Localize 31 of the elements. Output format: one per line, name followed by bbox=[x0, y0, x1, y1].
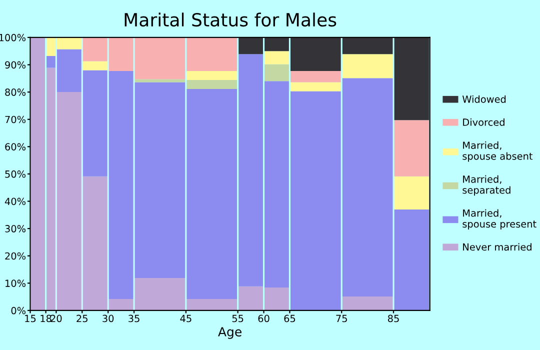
y-tick-label: 50% bbox=[5, 170, 26, 178]
legend-label: Married, separated bbox=[462, 175, 510, 196]
x-tick-label: 35 bbox=[128, 314, 140, 322]
x-tick-label: 60 bbox=[258, 314, 270, 322]
y-tick-label: 70% bbox=[5, 116, 26, 124]
legend-label: Divorced bbox=[463, 118, 504, 126]
x-tick-label: 25 bbox=[76, 314, 88, 322]
legend-label: Married, spouse absent bbox=[462, 141, 533, 162]
y-tick-label: 90% bbox=[5, 61, 26, 69]
x-axis-title: Age bbox=[218, 327, 242, 339]
x-tick-label: 85 bbox=[388, 314, 399, 322]
x-tick-label: 45 bbox=[180, 314, 192, 322]
y-tick-label: 40% bbox=[4, 198, 26, 206]
y-tick-label: 0% bbox=[11, 306, 26, 314]
legend-label: Widowed bbox=[462, 95, 506, 103]
y-tick-label: 10% bbox=[6, 280, 26, 287]
x-tick-label: 18 bbox=[40, 314, 52, 322]
legend-label: Married, spouse present bbox=[462, 209, 536, 230]
x-tick-label: 65 bbox=[284, 314, 296, 322]
chart-title: Marital Status for Males bbox=[124, 12, 336, 27]
x-tick-label: 20 bbox=[50, 314, 62, 322]
x-tick-label: 75 bbox=[336, 314, 347, 322]
y-tick-label: 30% bbox=[5, 225, 26, 232]
y-tick-label: 80% bbox=[5, 88, 26, 96]
bar bbox=[394, 37, 430, 120]
x-tick-label: 55 bbox=[232, 314, 244, 322]
x-tick-label: 30 bbox=[102, 314, 114, 322]
x-tick-label: 15 bbox=[25, 314, 36, 322]
legend-label: Never married bbox=[463, 243, 532, 251]
y-tick-label: 20% bbox=[5, 252, 26, 260]
y-tick-label: 60% bbox=[5, 143, 26, 150]
